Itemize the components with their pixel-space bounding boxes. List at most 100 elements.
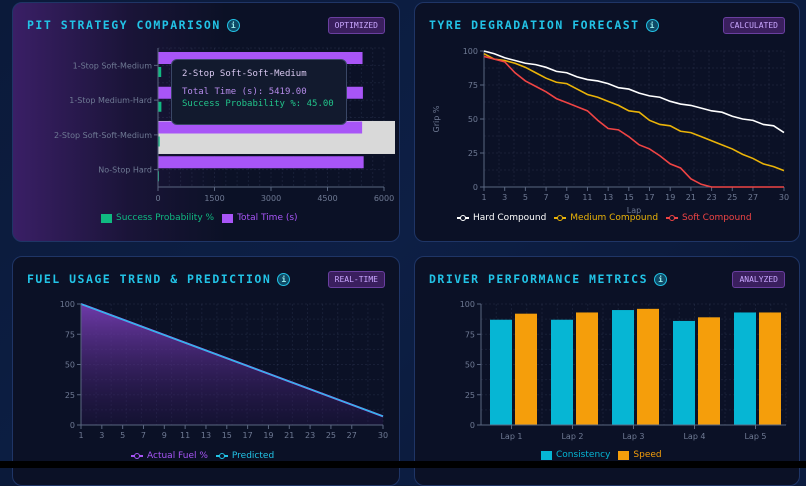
- y-tick-label: 25: [465, 391, 475, 400]
- driver-performance-chart[interactable]: Lap 1 Lap 2 Lap 3 Lap 4 Lap 5 0 25 50 75 100: [415, 257, 800, 486]
- bar-consistency: [673, 320, 695, 425]
- pit-strategy-panel: PIT STRATEGY COMPARISON i OPTIMIZED 1-Sto…: [12, 2, 400, 242]
- bar-speed: [576, 312, 598, 425]
- predicted-fuel-line: [80, 303, 384, 417]
- x-tick-label: 27: [748, 193, 758, 202]
- y-tick-label: 75: [468, 81, 478, 90]
- x-tick-label: 19: [263, 431, 273, 440]
- x-tick-label: 9: [564, 193, 569, 202]
- x-tick-label: 3: [99, 431, 104, 440]
- x-tick-label: 7: [544, 193, 549, 202]
- x-tick-label: 3000: [261, 194, 281, 203]
- panel-title: PIT STRATEGY COMPARISON i: [27, 18, 240, 32]
- bar-consistency: [551, 319, 573, 425]
- x-tick-label: 25: [727, 193, 737, 202]
- x-tick-label: 30: [779, 193, 789, 202]
- legend-item[interactable]: Actual Fuel %: [131, 451, 208, 461]
- legend-item[interactable]: Consistency: [541, 450, 610, 460]
- y-axis-label: Grip %: [432, 105, 441, 132]
- x-tick-label: 25: [326, 431, 336, 440]
- y-tick-label: 0: [470, 421, 475, 430]
- x-tick-label: 5: [120, 431, 125, 440]
- y-tick-label: 2-Stop Soft-Soft-Medium: [54, 131, 152, 140]
- legend-item[interactable]: Predicted: [215, 451, 274, 461]
- x-tick-label: 4500: [317, 194, 337, 203]
- x-axis-label: Lap: [627, 206, 641, 215]
- legend-item[interactable]: Soft Compound: [666, 213, 752, 223]
- x-tick-label: 1: [78, 431, 83, 440]
- tyre-degradation-panel: TYRE DEGRADATION FORECAST i CALCULATED 0 2…: [414, 2, 800, 242]
- chart-legend: Hard Compound Medium Compound Soft Compo…: [457, 213, 752, 223]
- bar-speed: [515, 313, 537, 425]
- bar-speed: [698, 317, 720, 425]
- x-tick-label: 27: [347, 431, 357, 440]
- info-icon[interactable]: i: [277, 272, 291, 286]
- actual-fuel-area: [81, 304, 383, 425]
- x-tick-label: 17: [644, 193, 654, 202]
- bar-consistency: [490, 319, 512, 425]
- x-tick-label: 21: [284, 431, 294, 440]
- y-tick-label: 25: [468, 149, 478, 158]
- info-icon[interactable]: i: [226, 18, 240, 32]
- panel-title: TYRE DEGRADATION FORECAST i: [429, 18, 659, 32]
- x-tick-label: Lap 1: [500, 432, 522, 441]
- legend-item[interactable]: Medium Compound: [554, 213, 658, 223]
- x-tick-label: 30: [378, 431, 388, 440]
- x-tick-label: 15: [624, 193, 634, 202]
- y-tick-label: 50: [468, 115, 478, 124]
- chart-legend: Consistency Speed: [541, 450, 662, 460]
- fuel-usage-panel: FUEL USAGE TREND & PREDICTION i REAL-TIME…: [12, 256, 400, 486]
- series-line: [483, 55, 784, 188]
- screen-edge: [0, 461, 806, 468]
- x-tick-label: 1: [481, 193, 486, 202]
- panel-title: FUEL USAGE TREND & PREDICTION i: [27, 272, 291, 286]
- x-tick-label: Lap 3: [622, 432, 644, 441]
- y-tick-label: 75: [465, 330, 475, 339]
- legend-item[interactable]: Hard Compound: [457, 213, 546, 223]
- status-badge: CALCULATED: [722, 17, 785, 34]
- bar-success-probability: [158, 101, 162, 112]
- bar-total-time: [158, 156, 364, 169]
- x-tick-label: 9: [162, 431, 167, 440]
- x-tick-label: 23: [305, 431, 315, 440]
- y-tick-label: 50: [465, 361, 475, 370]
- x-tick-label: Lap 5: [744, 432, 766, 441]
- y-tick-label: 50: [65, 361, 75, 370]
- x-tick-label: 6000: [374, 194, 394, 203]
- y-tick-label: 75: [65, 330, 75, 339]
- y-tick-label: 25: [65, 391, 75, 400]
- legend-item[interactable]: Success Probability %: [101, 213, 214, 223]
- y-tick-label: 100: [460, 300, 475, 309]
- info-icon[interactable]: i: [645, 18, 659, 32]
- status-badge: REAL-TIME: [327, 271, 385, 288]
- status-badge: OPTIMIZED: [327, 17, 385, 34]
- x-tick-label: 3: [502, 193, 507, 202]
- status-badge: ANALYZED: [732, 271, 785, 288]
- bar-speed: [759, 312, 781, 425]
- y-tick-label: 1-Stop Soft-Medium: [73, 61, 153, 70]
- x-tick-label: 13: [201, 431, 211, 440]
- info-icon[interactable]: i: [654, 272, 668, 286]
- y-tick-label: 100: [463, 47, 478, 56]
- bar-consistency: [612, 310, 634, 425]
- x-tick-label: 0: [155, 194, 160, 203]
- y-tick-label: 1-Stop Medium-Hard: [69, 96, 152, 105]
- series-line: [483, 53, 785, 172]
- x-tick-label: 17: [243, 431, 253, 440]
- x-tick-label: 11: [582, 193, 592, 202]
- chart-legend: Actual Fuel % Predicted: [131, 451, 274, 461]
- x-tick-label: 7: [141, 431, 146, 440]
- bar-success-probability: [158, 136, 160, 147]
- x-tick-label: 11: [180, 431, 190, 440]
- chart-legend: Success Probability % Total Time (s): [101, 213, 298, 223]
- x-tick-label: 19: [665, 193, 675, 202]
- x-tick-label: 5: [523, 193, 528, 202]
- legend-item[interactable]: Speed: [618, 450, 662, 460]
- x-tick-label: Lap 4: [683, 432, 705, 441]
- y-tick-label: No-Stop Hard: [98, 166, 152, 175]
- chart-tooltip: 2-Stop Soft-Soft-Medium Total Time (s): …: [171, 59, 347, 125]
- y-tick-label: 0: [473, 183, 478, 192]
- legend-item[interactable]: Total Time (s): [222, 213, 298, 223]
